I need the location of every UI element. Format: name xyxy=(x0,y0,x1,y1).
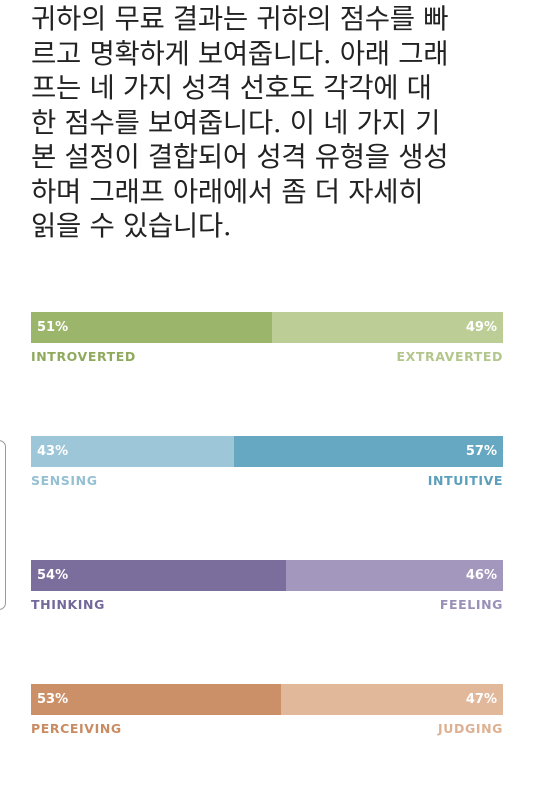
segment-extraverted: 49% xyxy=(271,312,503,343)
percent-thinking: 54% xyxy=(37,568,69,583)
scale-sensing-intuitive: 43% 57% SENSING INTUITIVE xyxy=(31,436,503,488)
label-extraverted: EXTRAVERTED xyxy=(396,349,503,364)
percent-judging: 47% xyxy=(465,692,497,707)
segment-thinking: 54% xyxy=(31,560,286,591)
label-introverted: INTROVERTED xyxy=(31,349,136,364)
scale-bar: 51% 49% xyxy=(31,312,503,343)
percent-perceiving: 53% xyxy=(37,692,69,707)
label-sensing: SENSING xyxy=(31,473,98,488)
segment-feeling: 46% xyxy=(285,560,503,591)
percent-sensing: 43% xyxy=(37,444,69,459)
intro-line: 읽을 수 있습니다. xyxy=(31,210,232,242)
scale-bar: 53% 47% xyxy=(31,684,503,715)
label-intuitive: INTUITIVE xyxy=(427,473,503,488)
segment-intuitive: 57% xyxy=(233,436,503,467)
label-perceiving: PERCEIVING xyxy=(31,721,122,736)
side-scroll-handle[interactable] xyxy=(0,440,6,610)
scale-perceiving-judging: 53% 47% PERCEIVING JUDGING xyxy=(31,684,503,736)
label-judging: JUDGING xyxy=(437,721,503,736)
scale-bar: 54% 46% xyxy=(31,560,503,591)
scale-introverted-extraverted: 51% 49% INTROVERTED EXTRAVERTED xyxy=(31,312,503,364)
percent-introverted: 51% xyxy=(37,320,69,335)
label-thinking: THINKING xyxy=(31,597,105,612)
segment-introverted: 51% xyxy=(31,312,272,343)
intro-line: 본 설정이 결합되어 성격 유형을 생성 xyxy=(31,141,449,173)
results-intro-text: 귀하의 무료 결과는 귀하의 점수를 빠 르고 명확하게 보여줍니다. 아래 그… xyxy=(31,2,521,244)
segment-sensing: 43% xyxy=(31,436,234,467)
percent-extraverted: 49% xyxy=(465,320,497,335)
segment-judging: 47% xyxy=(281,684,503,715)
percent-feeling: 46% xyxy=(465,568,497,583)
percent-intuitive: 57% xyxy=(465,444,497,459)
segment-perceiving: 53% xyxy=(31,684,282,715)
intro-line: 귀하의 무료 결과는 귀하의 점수를 빠 xyxy=(31,3,449,35)
label-feeling: FEELING xyxy=(439,597,503,612)
intro-line: 르고 명확하게 보여줍니다. 아래 그래 xyxy=(31,37,449,70)
intro-line: 한 점수를 보여줍니다. 이 네 가지 기 xyxy=(31,106,441,139)
scale-thinking-feeling: 54% 46% THINKING FEELING xyxy=(31,560,503,612)
intro-line: 하며 그래프 아래에서 좀 더 자세히 xyxy=(31,175,424,208)
scale-bar: 43% 57% xyxy=(31,436,503,467)
intro-line: 프는 네 가지 성격 선호도 각각에 대 xyxy=(31,72,432,104)
